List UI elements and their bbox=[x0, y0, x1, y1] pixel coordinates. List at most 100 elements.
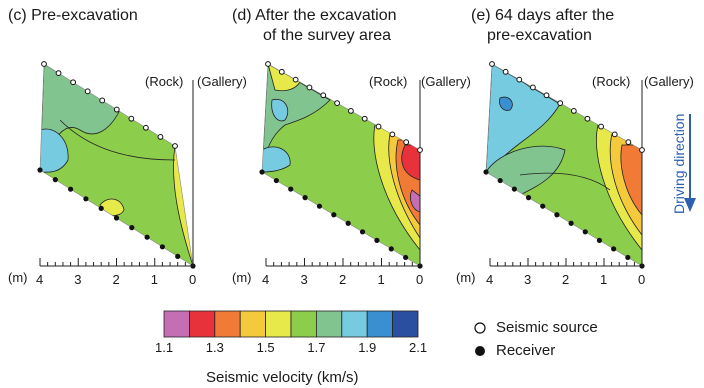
axis-tick-label: 2 bbox=[562, 272, 570, 287]
colorbar-swatch bbox=[315, 310, 343, 338]
seismic-source-marker bbox=[172, 143, 178, 149]
seismic-source-marker bbox=[611, 131, 618, 138]
receiver-marker bbox=[568, 220, 574, 226]
axis-tick-label: 3 bbox=[74, 272, 82, 287]
seismic-source-marker bbox=[570, 108, 577, 114]
receiver-marker bbox=[159, 244, 165, 250]
panel-e-gallery-label: (Gallery) bbox=[644, 74, 694, 89]
colorbar-swatch bbox=[163, 310, 190, 338]
colorbar-tick-label: 2.1 bbox=[409, 340, 428, 355]
seismic-source-marker bbox=[157, 133, 164, 140]
receiver-marker bbox=[497, 177, 503, 184]
colorbar-swatch bbox=[392, 310, 419, 338]
panel-c-velocity-map bbox=[39, 63, 194, 268]
receiver-marker bbox=[582, 229, 588, 235]
seismic-source-marker bbox=[417, 147, 423, 153]
receiver-marker bbox=[554, 212, 560, 218]
colorbar-swatch bbox=[290, 310, 317, 338]
receiver-marker bbox=[345, 220, 351, 226]
receiver-marker bbox=[113, 215, 120, 221]
colorbar-swatch bbox=[214, 310, 241, 338]
velocity-colorbar bbox=[163, 310, 419, 338]
seismic-source-marker bbox=[625, 139, 632, 146]
legend-source-label: Seismic source bbox=[496, 319, 598, 336]
panel-c-rock-label: (Rock) bbox=[145, 74, 184, 89]
axis-tick-label: 3 bbox=[524, 272, 532, 287]
axis-tick-label: 2 bbox=[339, 272, 347, 287]
seismic-source-marker bbox=[375, 123, 382, 130]
seismic-source-marker bbox=[639, 147, 645, 153]
seismic-source-marker bbox=[348, 108, 354, 114]
panel-d-title-line1: (d) After the excavation bbox=[232, 7, 397, 24]
driving-direction-arrow bbox=[684, 114, 696, 212]
axis-tick-label: 3 bbox=[300, 272, 308, 287]
axis-tick-label: 4 bbox=[36, 272, 44, 287]
receiver-marker bbox=[596, 237, 603, 243]
receiver-marker bbox=[144, 234, 150, 240]
colorbar-tick-label: 1.7 bbox=[307, 340, 326, 355]
seismic-source-marker bbox=[516, 76, 523, 83]
legend-source-marker bbox=[474, 322, 486, 334]
distance-axes bbox=[39, 258, 643, 267]
axis-tick-label: 1 bbox=[150, 272, 158, 287]
seismic-source-marker bbox=[55, 70, 62, 77]
panel-d-velocity-map bbox=[261, 63, 421, 268]
colorbar-tick-label: 1.5 bbox=[256, 340, 275, 355]
seismic-source-marker bbox=[389, 131, 396, 138]
seismic-source-marker bbox=[41, 61, 47, 67]
panel-d-title-line2: of the survey area bbox=[263, 27, 392, 44]
seismic-source-marker bbox=[278, 68, 285, 75]
receiver-marker bbox=[302, 195, 308, 201]
receiver-marker bbox=[403, 254, 409, 261]
panel-c-gallery-label: (Gallery) bbox=[197, 74, 247, 89]
legend-receiver-marker bbox=[475, 346, 485, 356]
colorbar-swatch bbox=[239, 310, 266, 338]
panel-d-rock-label: (Rock) bbox=[369, 74, 408, 89]
axis-unit-c: (m) bbox=[8, 270, 28, 285]
axis-tick-label: 0 bbox=[638, 272, 646, 287]
receiver-marker bbox=[288, 186, 294, 192]
seismic-source-marker bbox=[543, 92, 550, 99]
panel-e-rock-label: (Rock) bbox=[592, 74, 631, 89]
receiver-marker bbox=[611, 246, 617, 252]
receiver-marker bbox=[37, 167, 43, 173]
receiver-marker bbox=[388, 246, 394, 252]
axis-tick-label: 2 bbox=[112, 272, 120, 287]
seismic-source-marker bbox=[99, 97, 106, 104]
panel-e-velocity-map bbox=[485, 63, 643, 268]
receiver-marker bbox=[525, 195, 532, 201]
legend-receiver-label: Receiver bbox=[496, 342, 556, 359]
axis-tick-label: 1 bbox=[377, 272, 385, 287]
panel-e-title-line1: (e) 64 days after the bbox=[471, 7, 615, 24]
seismic-source-marker bbox=[113, 106, 120, 113]
axis-tick-label: 4 bbox=[262, 272, 270, 287]
axis-unit-e: (m) bbox=[456, 270, 476, 285]
receiver-marker bbox=[540, 203, 546, 209]
receiver-marker bbox=[68, 186, 74, 192]
seismic-source-marker bbox=[70, 79, 77, 86]
seismic-source-marker bbox=[489, 61, 495, 67]
colorbar-tick-label: 1.1 bbox=[155, 340, 174, 355]
seismic-source-marker bbox=[403, 139, 410, 146]
seismic-source-marker bbox=[502, 68, 509, 75]
receiver-marker bbox=[52, 177, 58, 183]
axis-tick-label: 4 bbox=[486, 272, 494, 287]
receiver-marker bbox=[374, 237, 380, 243]
colorbar-title: Seismic velocity (km/s) bbox=[206, 369, 359, 386]
seismic-source-marker bbox=[84, 88, 91, 95]
seismic-source-marker bbox=[292, 76, 299, 83]
axis-tick-label: 0 bbox=[416, 272, 424, 287]
seismic-source-marker bbox=[361, 115, 368, 122]
seismic-source-marker bbox=[598, 123, 604, 130]
axis-tick-label: 1 bbox=[600, 272, 608, 287]
sensor-markers bbox=[37, 61, 645, 269]
panel-e-title-line2: pre-excavation bbox=[487, 27, 592, 44]
seismic-source-marker bbox=[334, 100, 340, 106]
colorbar-swatch bbox=[188, 310, 216, 338]
receiver-marker bbox=[129, 225, 135, 231]
receiver-marker bbox=[98, 205, 104, 211]
receiver-marker bbox=[331, 212, 337, 218]
seismic-source-marker bbox=[128, 115, 135, 122]
seismic-source-marker bbox=[557, 100, 564, 106]
